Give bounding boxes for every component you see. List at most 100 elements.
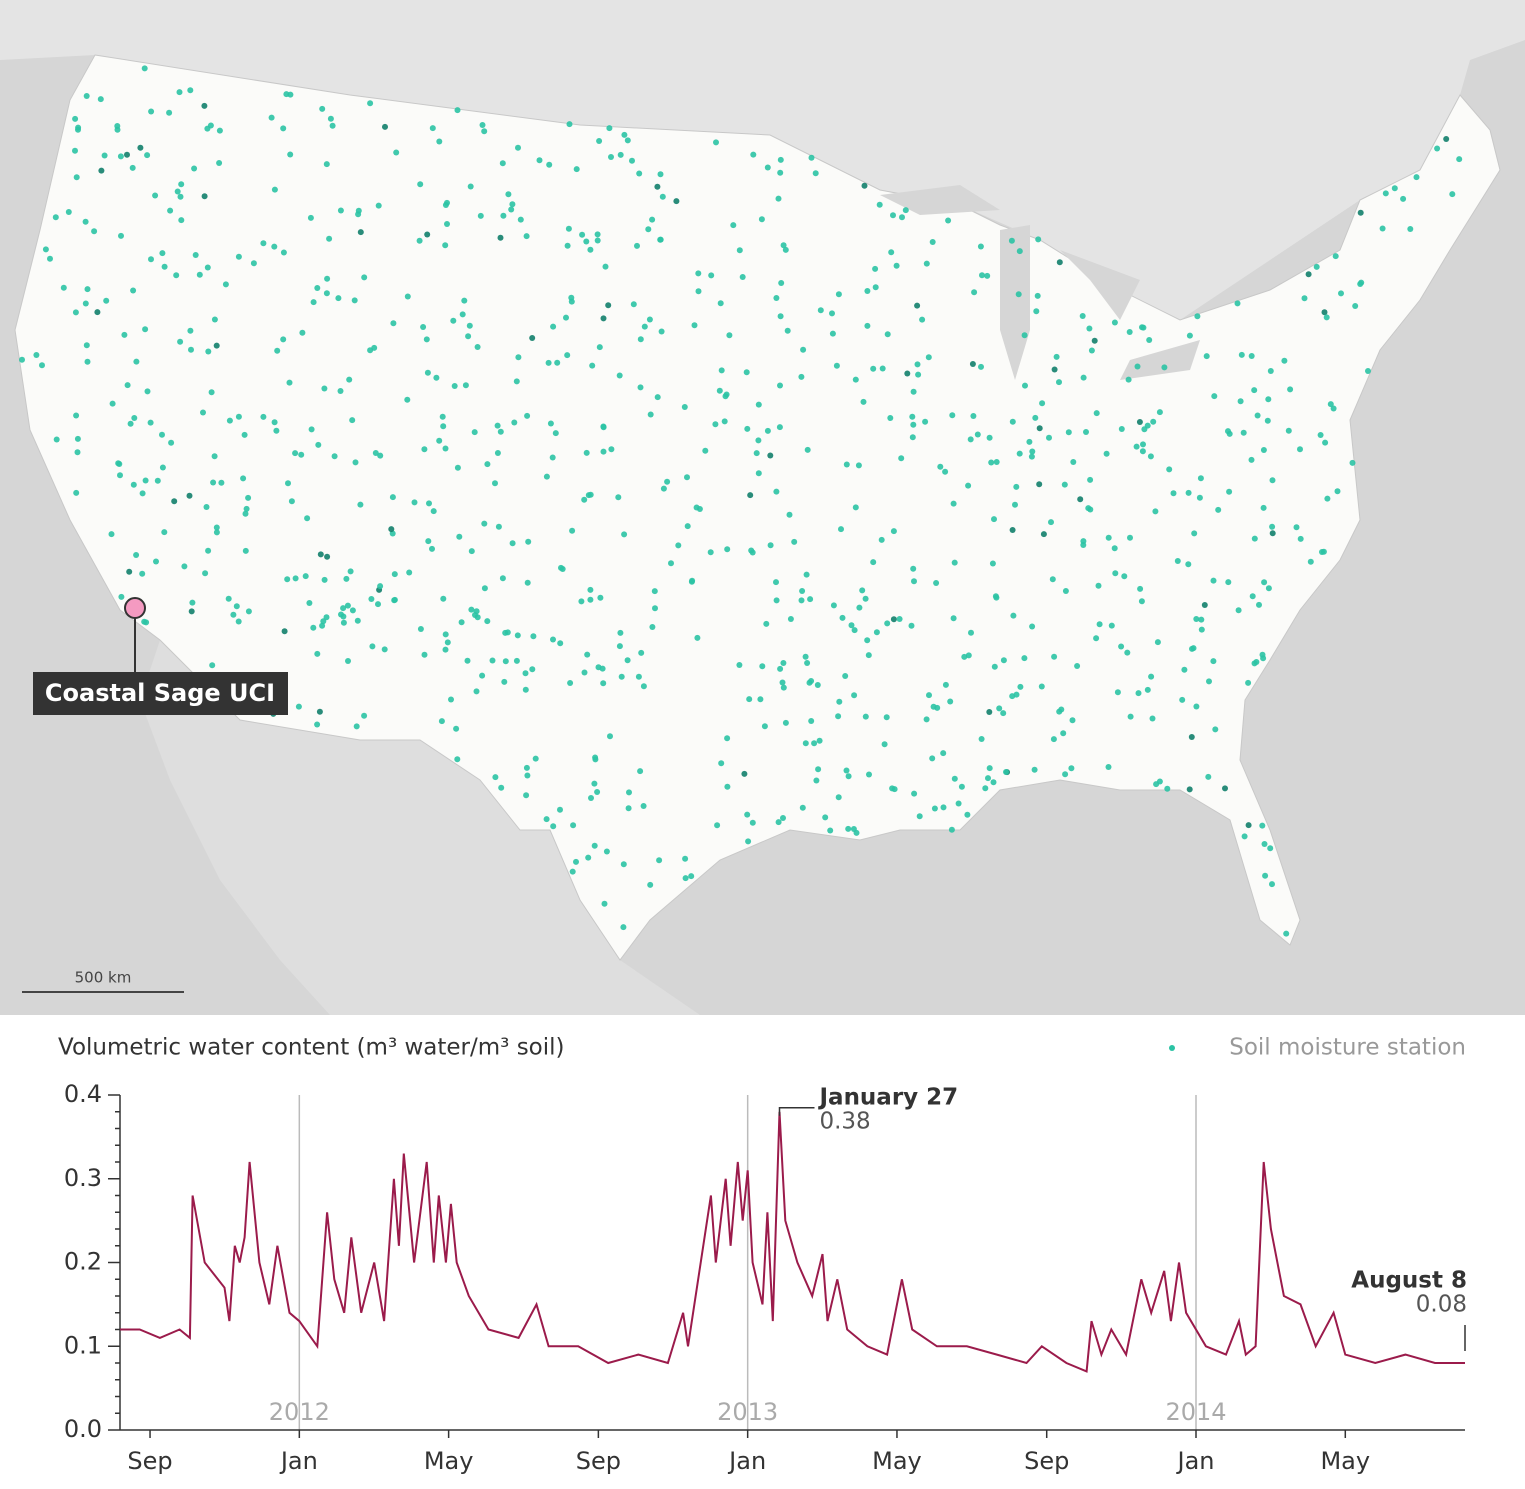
station-dot (216, 127, 223, 134)
callout-label: Coastal Sage UCI (45, 679, 275, 707)
station-dot (1324, 495, 1331, 502)
station-dot (910, 421, 917, 428)
station-dot (621, 531, 628, 538)
station-dot (902, 207, 909, 214)
station-dot (468, 606, 475, 613)
station-dot (367, 100, 374, 107)
station-dot (338, 611, 344, 618)
station-dot (567, 680, 574, 686)
station-dot (675, 542, 682, 549)
station-dot (656, 857, 663, 864)
station-dot (33, 352, 40, 358)
station-dot (473, 688, 480, 695)
chart-panel (0, 1015, 1525, 1489)
station-dot (730, 222, 737, 229)
station-dot (1269, 881, 1275, 888)
station-dot (355, 211, 362, 218)
station-dot (302, 573, 309, 580)
station-dot (991, 516, 997, 523)
station-dot (594, 231, 601, 238)
station-dot (1327, 401, 1334, 408)
station-dot (137, 144, 144, 151)
station-dot (287, 91, 294, 98)
station-dot (200, 409, 206, 416)
station-dot (481, 128, 488, 135)
station-dot (617, 151, 624, 158)
station-dot (799, 588, 806, 594)
x-tick-label: May (872, 1447, 922, 1475)
station-dot (545, 359, 552, 366)
legend-marker (1169, 1045, 1175, 1051)
station-dot (466, 322, 473, 329)
station-dot (352, 459, 359, 466)
station-dot (484, 618, 491, 625)
station-dot (127, 420, 134, 427)
station-dot (281, 628, 288, 635)
station-dot (1060, 730, 1067, 737)
station-dot (245, 494, 252, 501)
station-dot (717, 300, 724, 307)
station-dot (743, 369, 750, 376)
station-dot (159, 431, 165, 438)
station-dot (344, 602, 351, 609)
station-dot (833, 362, 840, 369)
station-dot (188, 346, 194, 353)
station-dot (1382, 190, 1389, 197)
station-dot (991, 663, 998, 670)
year-label: 2013 (717, 1398, 778, 1426)
station-dot (19, 356, 25, 363)
station-dot (52, 214, 59, 221)
station-dot (1148, 673, 1155, 680)
station-dot (1087, 476, 1094, 483)
station-dot (1198, 616, 1205, 623)
station-dot (1031, 766, 1038, 773)
station-dot (1144, 422, 1151, 429)
station-dot (210, 479, 217, 486)
station-dot (587, 586, 594, 593)
station-dot (425, 538, 432, 545)
station-dot (812, 170, 819, 177)
station-dot (808, 718, 815, 724)
station-dot (773, 579, 779, 586)
x-tick-label: Jan (1176, 1447, 1215, 1475)
station-dot (673, 198, 680, 205)
station-dot (1240, 429, 1247, 436)
station-dot (1188, 734, 1195, 740)
station-dot (1133, 443, 1140, 450)
station-dot (1091, 337, 1098, 344)
station-dot (1321, 309, 1328, 316)
station-dot (351, 297, 358, 304)
station-dot (522, 686, 529, 693)
station-dot (1140, 324, 1147, 331)
station-dot (543, 473, 550, 480)
station-dot (702, 447, 709, 454)
station-dot (813, 777, 820, 784)
station-dot (852, 504, 859, 511)
station-dot (1281, 357, 1288, 364)
station-dot (271, 419, 278, 426)
station-dot (430, 508, 437, 515)
station-dot (1313, 263, 1320, 270)
station-dot (634, 242, 640, 249)
station-dot (1235, 607, 1242, 614)
station-dot (1016, 248, 1023, 255)
station-dot (1050, 736, 1057, 743)
station-dot (1352, 303, 1359, 309)
station-dot (862, 595, 869, 602)
station-dot (315, 441, 322, 448)
station-dot (1226, 488, 1233, 495)
station-dot (1190, 645, 1197, 652)
station-dot (647, 881, 654, 888)
station-dot (208, 389, 215, 396)
station-dot (142, 326, 149, 333)
station-dot (1264, 417, 1271, 424)
station-dot (1400, 195, 1407, 202)
station-dot (320, 618, 327, 625)
station-dot (213, 524, 220, 531)
station-dot (161, 263, 168, 270)
station-dot (393, 149, 400, 156)
station-dot (977, 243, 984, 250)
station-dot (1285, 427, 1292, 434)
station-dot (178, 181, 185, 188)
station-dot (499, 575, 506, 582)
